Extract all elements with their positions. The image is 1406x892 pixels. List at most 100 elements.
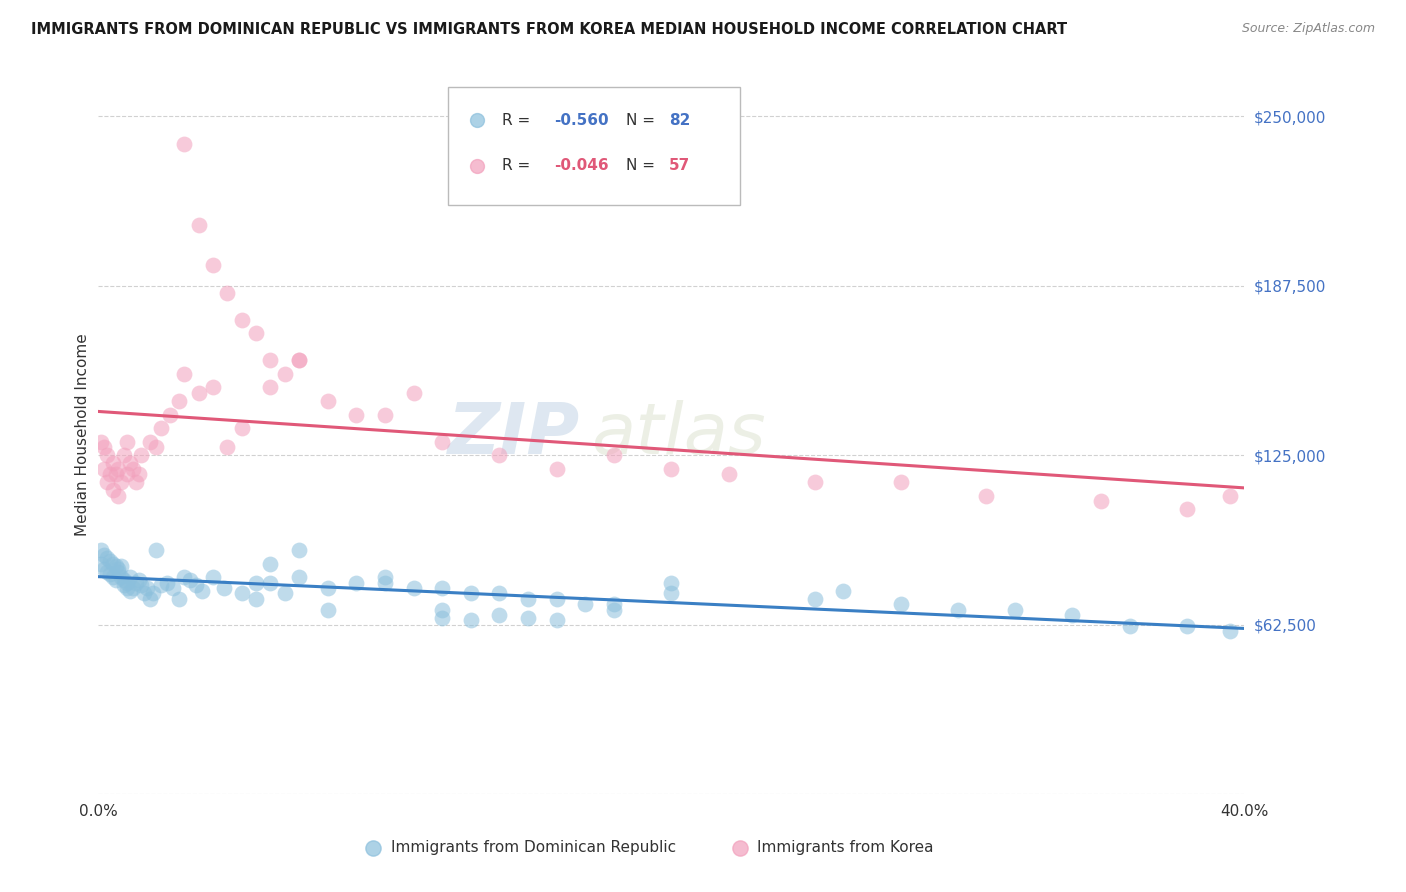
Point xyxy=(344,575,367,590)
Point xyxy=(118,570,141,584)
Point xyxy=(245,575,267,590)
Point xyxy=(231,421,253,435)
Point xyxy=(179,573,201,587)
Point xyxy=(101,456,124,470)
Point xyxy=(121,461,143,475)
Point xyxy=(488,586,510,600)
Point xyxy=(167,394,190,409)
Point xyxy=(115,581,138,595)
Point xyxy=(546,614,568,628)
Point xyxy=(1062,608,1084,623)
Point xyxy=(150,578,173,592)
Point xyxy=(574,597,596,611)
Point xyxy=(90,543,112,558)
Point xyxy=(214,581,236,595)
Point xyxy=(1219,489,1241,503)
Point xyxy=(162,581,184,595)
Point xyxy=(259,557,281,571)
Point xyxy=(402,581,425,595)
Text: R =: R = xyxy=(502,158,534,173)
Point xyxy=(1219,624,1241,639)
Point xyxy=(93,461,115,475)
Point xyxy=(104,559,127,574)
Point xyxy=(118,583,141,598)
Point xyxy=(430,602,453,616)
Point xyxy=(104,573,127,587)
Text: N =: N = xyxy=(626,113,659,128)
Point xyxy=(118,456,141,470)
Point xyxy=(145,543,167,558)
Point xyxy=(661,461,683,475)
Text: atlas: atlas xyxy=(591,401,766,469)
Point xyxy=(150,421,173,435)
Point xyxy=(139,434,162,449)
Point xyxy=(259,353,281,368)
Point xyxy=(128,573,150,587)
Point xyxy=(288,353,311,368)
Point xyxy=(374,570,396,584)
Point xyxy=(976,489,998,503)
Point xyxy=(546,591,568,606)
Text: IMMIGRANTS FROM DOMINICAN REPUBLIC VS IMMIGRANTS FROM KOREA MEDIAN HOUSEHOLD INC: IMMIGRANTS FROM DOMINICAN REPUBLIC VS IM… xyxy=(31,22,1067,37)
Point xyxy=(115,434,138,449)
Point xyxy=(131,578,153,592)
Point xyxy=(217,285,239,300)
Point xyxy=(259,380,281,394)
Point xyxy=(173,570,195,584)
Point xyxy=(546,461,568,475)
Point xyxy=(488,448,510,462)
Point xyxy=(110,559,132,574)
Point xyxy=(145,440,167,454)
Point xyxy=(889,597,911,611)
Y-axis label: Median Household Income: Median Household Income xyxy=(75,334,90,536)
Point xyxy=(517,591,540,606)
Point xyxy=(603,602,626,616)
Point xyxy=(167,591,190,606)
Point xyxy=(259,575,281,590)
Text: 82: 82 xyxy=(669,113,690,128)
Point xyxy=(803,475,825,490)
Point xyxy=(90,557,112,571)
Point xyxy=(717,467,740,482)
Point xyxy=(107,565,129,579)
Point xyxy=(832,583,855,598)
Point xyxy=(128,467,150,482)
Point xyxy=(946,602,969,616)
Point xyxy=(98,467,121,482)
Point xyxy=(316,581,339,595)
Point xyxy=(98,554,121,568)
Point xyxy=(430,611,453,625)
Point xyxy=(139,591,162,606)
Point xyxy=(402,385,425,400)
Point xyxy=(430,434,453,449)
Point xyxy=(273,586,295,600)
Point xyxy=(93,562,115,576)
Point xyxy=(273,367,295,381)
Point xyxy=(131,448,153,462)
Point xyxy=(124,575,146,590)
Point xyxy=(98,567,121,582)
Text: N =: N = xyxy=(626,158,659,173)
Point xyxy=(121,581,143,595)
Point xyxy=(115,467,138,482)
Point xyxy=(374,408,396,422)
Text: -0.046: -0.046 xyxy=(554,158,609,173)
Point xyxy=(1118,619,1140,633)
Point xyxy=(231,586,253,600)
Point xyxy=(173,136,195,151)
Point xyxy=(104,467,127,482)
Point xyxy=(112,573,135,587)
Point xyxy=(107,489,129,503)
Point xyxy=(288,543,311,558)
Point xyxy=(202,259,225,273)
Point xyxy=(889,475,911,490)
Point xyxy=(231,312,253,326)
Point xyxy=(173,367,195,381)
Point xyxy=(488,608,510,623)
Point xyxy=(156,575,179,590)
Point xyxy=(202,380,225,394)
Point xyxy=(603,597,626,611)
Point xyxy=(124,475,146,490)
Point xyxy=(112,578,135,592)
Point xyxy=(187,218,209,232)
